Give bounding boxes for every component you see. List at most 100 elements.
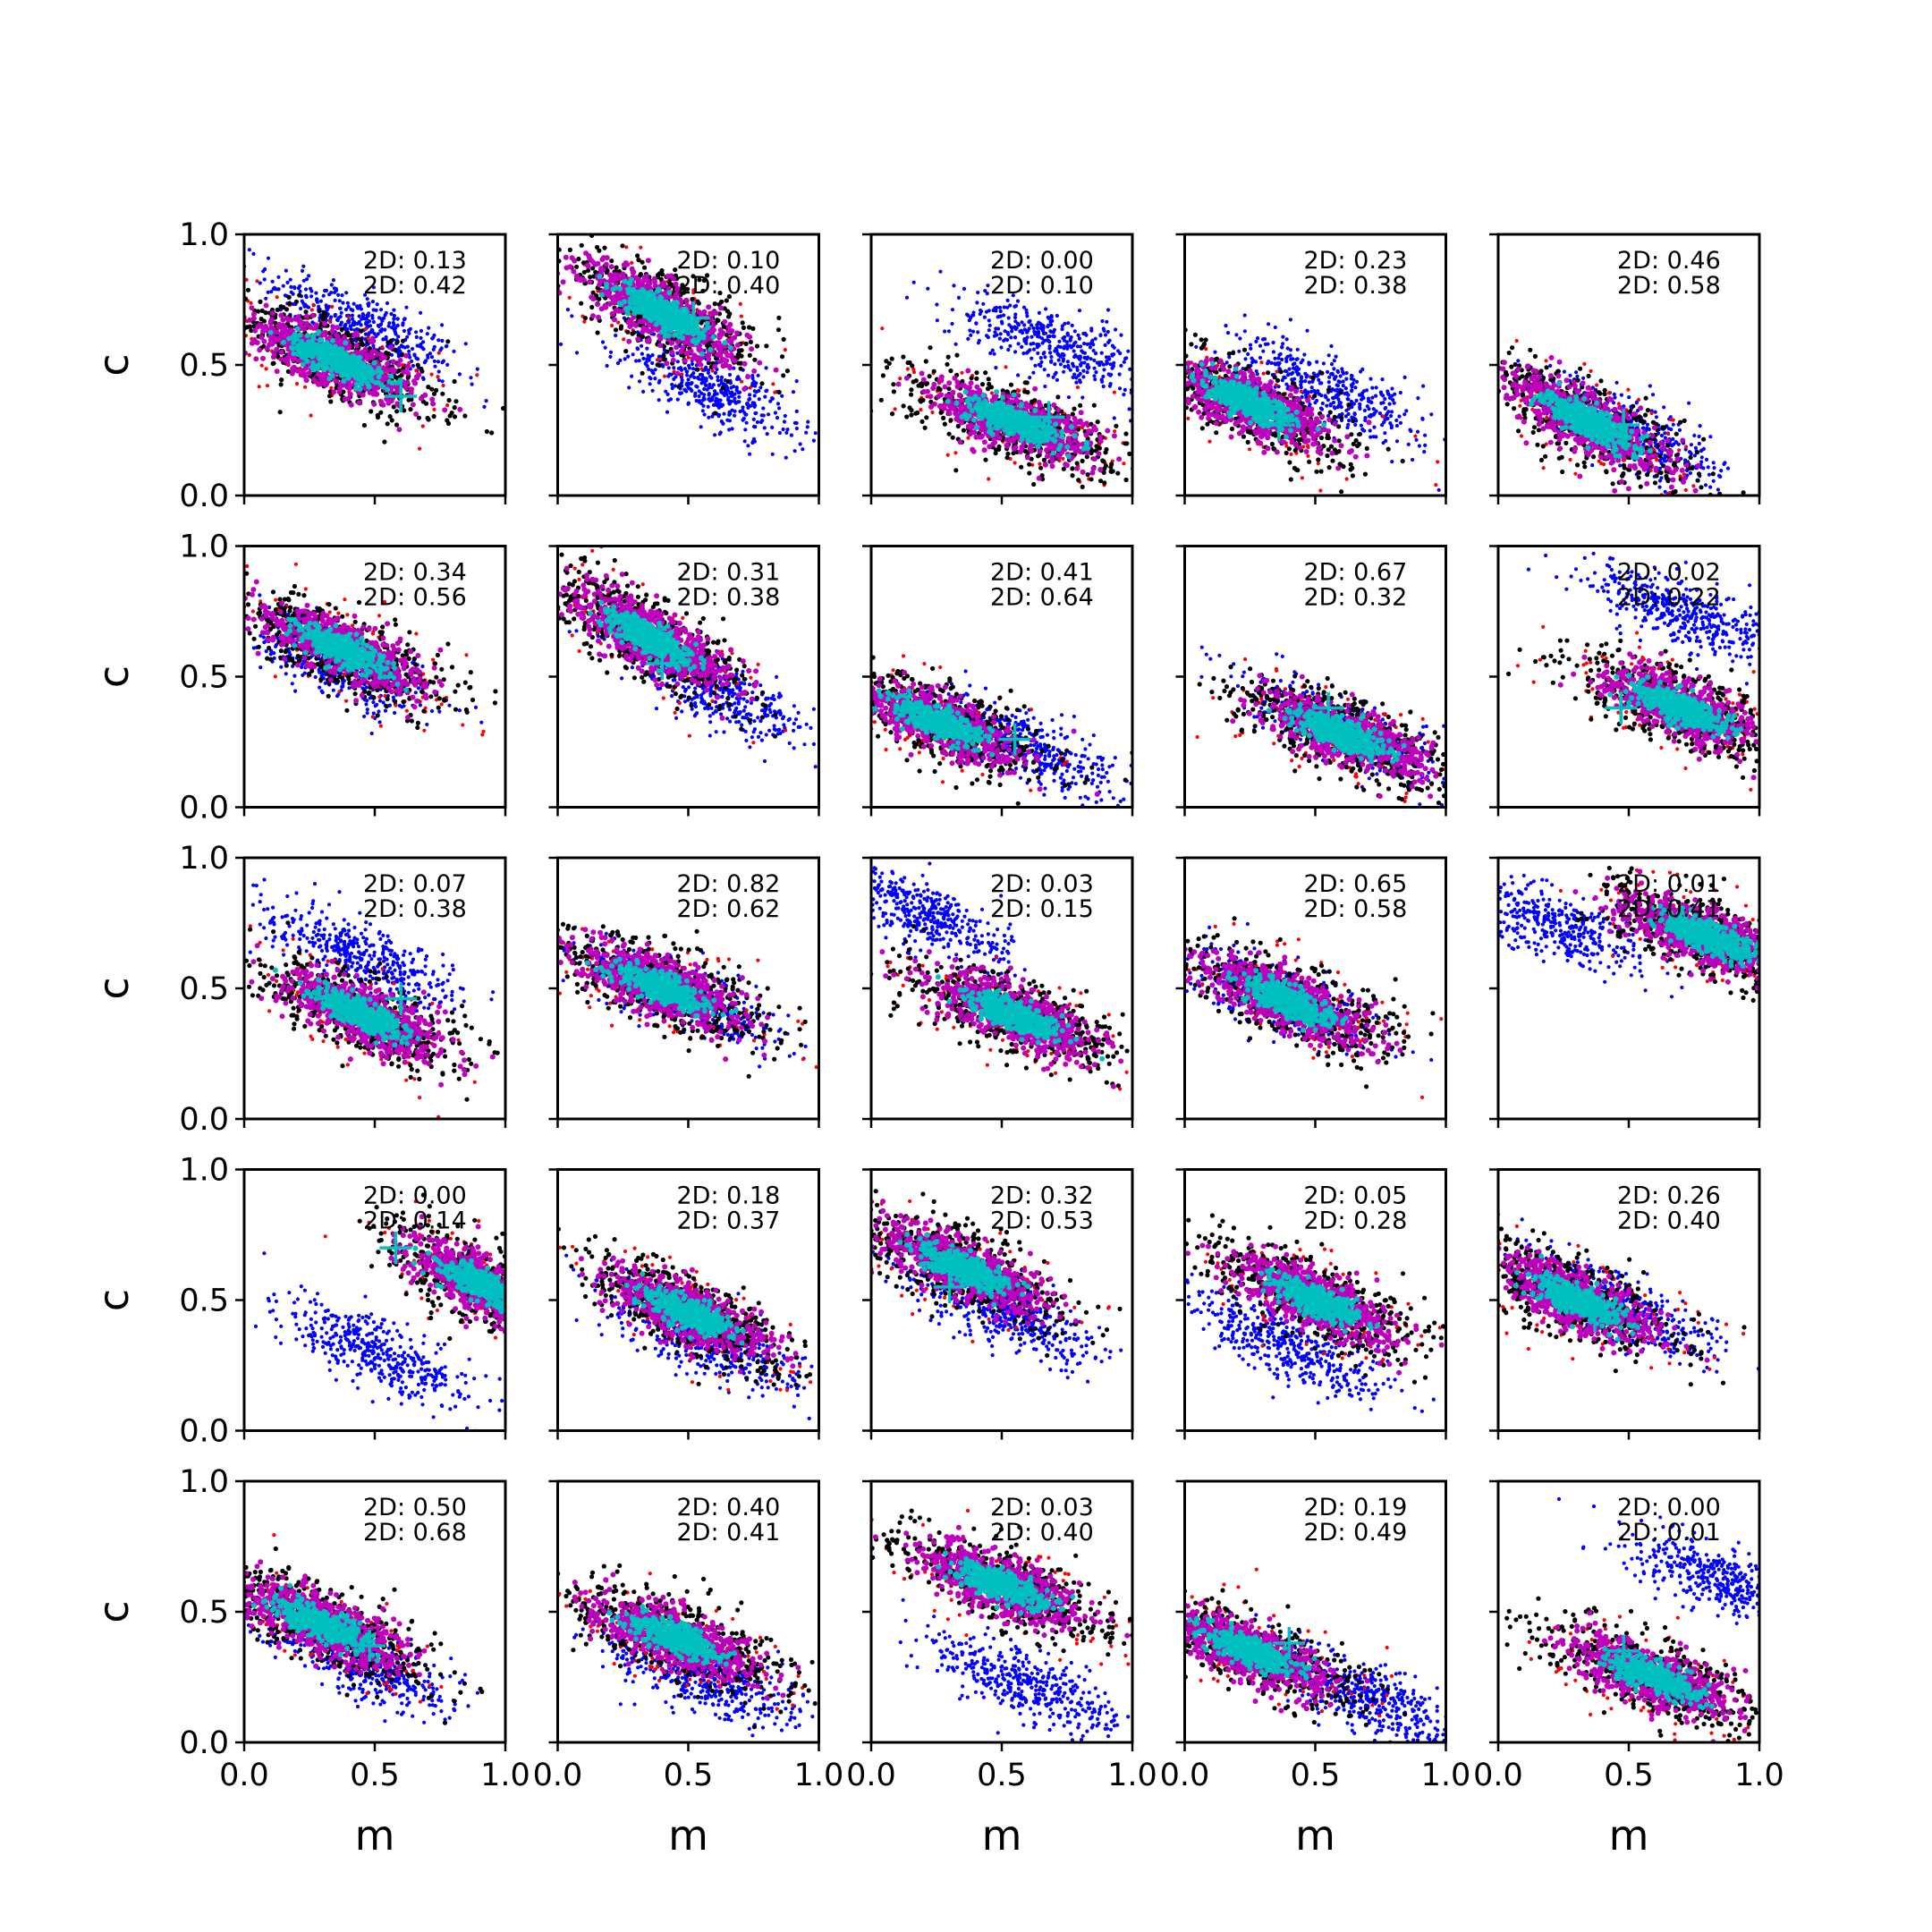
observed-point xyxy=(385,311,388,315)
outlier-point xyxy=(309,413,313,417)
observed-point xyxy=(407,328,411,332)
observed-point xyxy=(366,314,369,318)
observed-point xyxy=(403,345,407,349)
observed-point xyxy=(364,322,368,326)
observed-point xyxy=(421,376,425,379)
outlier-point xyxy=(437,352,441,355)
observed-point xyxy=(426,356,429,360)
observed-point xyxy=(350,327,353,331)
observed-point xyxy=(309,294,313,298)
outlier-point xyxy=(310,308,314,311)
observed-point xyxy=(277,287,281,291)
observed-point xyxy=(411,347,414,351)
observed-point xyxy=(358,304,361,308)
observed-point xyxy=(347,320,351,324)
observed-point xyxy=(377,316,381,319)
observed-point xyxy=(404,306,408,309)
observed-point xyxy=(297,286,301,290)
observed-point xyxy=(338,307,342,310)
observed-point xyxy=(412,352,416,356)
observed-point xyxy=(351,318,354,321)
outlier-point xyxy=(442,384,445,387)
observed-point xyxy=(355,322,359,326)
observed-point xyxy=(282,284,285,288)
observed-point xyxy=(330,283,334,286)
observed-point xyxy=(285,281,289,284)
observed-point xyxy=(248,248,251,251)
observed-point xyxy=(336,293,340,297)
outlier-point xyxy=(364,327,368,331)
observed-point xyxy=(325,306,328,309)
observed-point xyxy=(414,330,418,334)
observed-point xyxy=(371,300,375,303)
observed-point xyxy=(426,332,429,335)
observed-point xyxy=(332,278,335,282)
observed-point xyxy=(303,305,307,309)
observed-point xyxy=(341,301,344,305)
observed-point xyxy=(299,290,302,293)
observed-point xyxy=(304,287,308,291)
observed-point xyxy=(369,324,372,327)
observed-point xyxy=(392,318,395,321)
observed-point xyxy=(301,269,304,273)
observed-point xyxy=(322,294,326,298)
observed-point xyxy=(289,285,292,289)
outlier-point xyxy=(418,447,421,451)
observed-point xyxy=(307,306,310,309)
observed-point xyxy=(387,321,391,325)
observed-point xyxy=(415,335,419,339)
observed-point xyxy=(433,365,436,369)
observed-point xyxy=(363,317,367,320)
outlier-point xyxy=(295,382,299,386)
observed-point xyxy=(346,301,350,305)
observed-point xyxy=(419,336,422,340)
observed-point xyxy=(372,320,376,324)
observed-point xyxy=(423,360,427,364)
observed-point xyxy=(334,299,337,302)
observed-point xyxy=(427,326,430,330)
observed-point xyxy=(405,335,409,339)
observed-point xyxy=(470,383,474,386)
observed-point xyxy=(309,287,312,291)
outlier-point xyxy=(436,375,439,378)
observed-point xyxy=(325,289,328,292)
observed-point xyxy=(411,364,415,368)
observed-point xyxy=(251,252,255,256)
observed-point xyxy=(302,279,306,283)
observed-point xyxy=(377,332,380,335)
observed-point xyxy=(370,328,374,332)
observed-point xyxy=(430,355,434,359)
outlier-point xyxy=(380,345,384,349)
observed-point xyxy=(389,312,393,316)
observed-point xyxy=(335,318,339,322)
observed-point xyxy=(419,311,422,315)
observed-point xyxy=(292,286,296,290)
observed-point xyxy=(290,291,293,294)
observed-point xyxy=(452,350,455,353)
outlier-point xyxy=(347,316,351,319)
observed-point xyxy=(380,328,384,332)
observed-point xyxy=(351,314,354,318)
observed-point xyxy=(437,378,441,382)
observed-point xyxy=(485,399,488,402)
observed-point xyxy=(267,257,270,260)
observed-point xyxy=(360,307,363,310)
observed-point xyxy=(379,308,383,311)
outlier-point xyxy=(475,373,479,377)
observed-point xyxy=(381,337,385,341)
observed-point xyxy=(352,302,356,306)
observed-point xyxy=(276,275,280,279)
observed-point xyxy=(289,278,292,282)
observed-point xyxy=(305,295,309,299)
observed-point xyxy=(315,297,318,301)
observed-point xyxy=(445,363,449,367)
observed-point xyxy=(392,309,395,312)
observed-point xyxy=(271,280,275,284)
observed-point xyxy=(458,372,462,376)
observed-point xyxy=(338,299,342,302)
observed-point xyxy=(273,286,276,290)
outlier-point xyxy=(303,386,307,389)
observed-point xyxy=(269,290,273,293)
outlier-point xyxy=(250,301,253,305)
observed-point xyxy=(402,329,406,333)
